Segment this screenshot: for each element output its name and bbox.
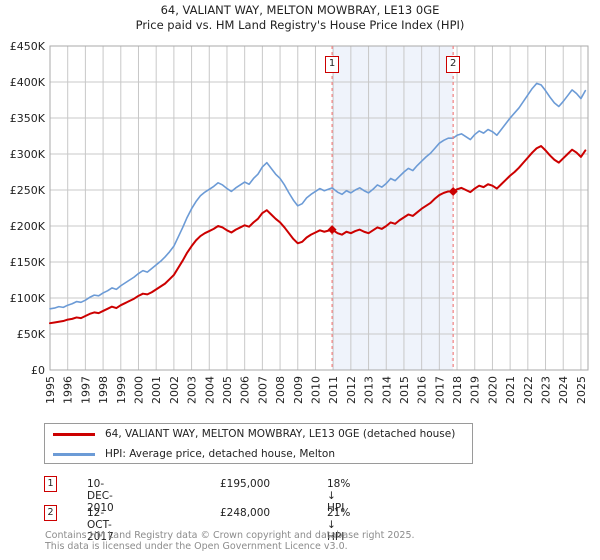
svg-text:£200K: £200K (10, 220, 46, 233)
transaction-hpi-delta-2: 21% ↓ HPI (327, 507, 351, 543)
svg-text:2019: 2019 (469, 376, 482, 404)
footer-line-1: Contains HM Land Registry data © Crown c… (45, 530, 415, 541)
svg-text:2014: 2014 (380, 376, 393, 404)
svg-text:2021: 2021 (504, 376, 517, 404)
svg-text:2010: 2010 (309, 376, 322, 404)
svg-text:2013: 2013 (363, 376, 376, 404)
transaction-marker-1[interactable]: 1 (325, 56, 340, 73)
svg-text:2017: 2017 (433, 376, 446, 404)
license-footer: Contains HM Land Registry data © Crown c… (45, 530, 565, 552)
svg-text:£50K: £50K (17, 328, 46, 341)
svg-text:£300K: £300K (10, 148, 46, 161)
svg-text:2001: 2001 (150, 376, 163, 404)
svg-text:2002: 2002 (168, 376, 181, 404)
transaction-hpi-delta-1: 18% ↓ HPI (327, 478, 351, 514)
transaction-date-1: 10-DEC-2010 (87, 478, 114, 514)
legend-swatch-hpi (53, 452, 95, 456)
svg-text:1995: 1995 (44, 376, 57, 404)
svg-text:2012: 2012 (345, 376, 358, 404)
svg-text:1998: 1998 (97, 376, 110, 404)
svg-text:1997: 1997 (79, 376, 92, 404)
transaction-point-2 (448, 186, 458, 196)
svg-text:2009: 2009 (292, 376, 305, 404)
transaction-index-2: 2 (44, 505, 57, 521)
transaction-index-1: 1 (44, 476, 57, 492)
svg-text:2006: 2006 (239, 376, 252, 404)
svg-text:2018: 2018 (451, 376, 464, 404)
svg-text:2004: 2004 (203, 376, 216, 404)
highlight-band (332, 46, 454, 370)
svg-text:2022: 2022 (522, 376, 535, 404)
svg-text:£150K: £150K (10, 256, 46, 269)
svg-text:2024: 2024 (557, 376, 570, 404)
transaction-price-2: £248,000 (220, 507, 271, 519)
transaction-price-1: £195,000 (220, 478, 271, 490)
title-line-2: Price paid vs. HM Land Registry's House … (135, 18, 465, 32)
legend-swatch-price-paid (53, 432, 95, 436)
title-line-1: 64, VALIANT WAY, MELTON MOWBRAY, LE13 0G… (160, 3, 440, 17)
svg-text:£400K: £400K (10, 76, 46, 89)
svg-text:2025: 2025 (575, 376, 588, 404)
price-chart-plot: 1995 1996 1997 1998 1999 2000 2001 2002 2003 2004… (10, 40, 589, 404)
svg-text:2011: 2011 (327, 376, 340, 404)
legend-label-price-paid: 64, VALIANT WAY, MELTON MOWBRAY, LE13 0G… (105, 428, 456, 440)
series-line-1 (49, 82, 587, 310)
transaction-point-1 (327, 225, 337, 235)
svg-text:2023: 2023 (540, 376, 553, 404)
legend-label-hpi: HPI: Average price, detached house, Melt… (105, 448, 336, 460)
svg-text:£350K: £350K (10, 112, 46, 125)
svg-text:£250K: £250K (10, 184, 46, 197)
page-title: 64, VALIANT WAY, MELTON MOWBRAY, LE13 0G… (0, 3, 600, 33)
footer-line-2: This data is licensed under the Open Gov… (45, 541, 348, 552)
transaction-marker-2[interactable]: 2 (446, 56, 461, 73)
legend-item-price-paid: 64, VALIANT WAY, MELTON MOWBRAY, LE13 0G… (45, 424, 472, 444)
svg-text:2000: 2000 (132, 376, 145, 404)
svg-text:£450K: £450K (10, 40, 46, 53)
svg-text:2003: 2003 (186, 376, 199, 404)
series-line-0 (49, 145, 587, 325)
svg-text:1996: 1996 (62, 376, 75, 404)
svg-text:2015: 2015 (398, 376, 411, 404)
svg-text:1999: 1999 (115, 376, 128, 404)
svg-text:2007: 2007 (256, 376, 269, 404)
svg-text:2005: 2005 (221, 376, 234, 404)
svg-text:£0: £0 (31, 364, 45, 377)
chart-legend: 64, VALIANT WAY, MELTON MOWBRAY, LE13 0G… (44, 423, 473, 464)
transaction-date-2: 12-OCT-2017 (87, 507, 114, 543)
svg-text:2008: 2008 (274, 376, 287, 404)
svg-text:2020: 2020 (486, 376, 499, 404)
legend-item-hpi: HPI: Average price, detached house, Melt… (45, 444, 472, 464)
svg-text:2016: 2016 (416, 376, 429, 404)
svg-text:£100K: £100K (10, 292, 46, 305)
